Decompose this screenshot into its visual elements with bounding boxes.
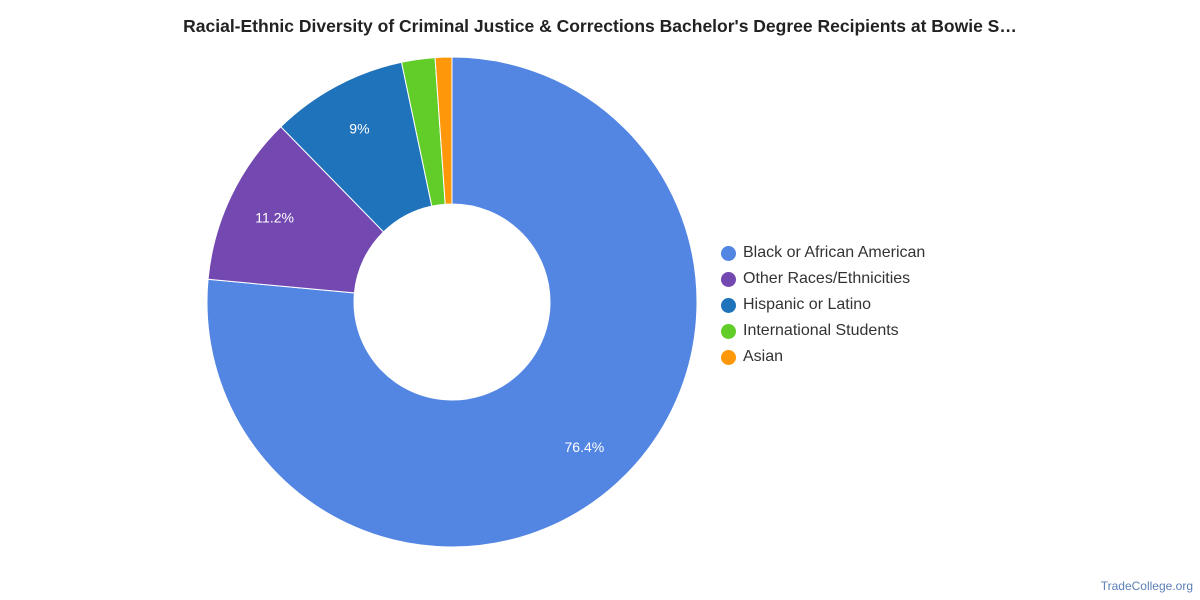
slice-asian[interactable] [434,56,453,205]
slice-black-or-african-american[interactable] [206,56,698,548]
legend-swatch [721,297,736,313]
legend: Black or African American Other Races/Eth… [721,240,925,370]
slice-other-races-ethnicities[interactable] [207,126,385,294]
legend-item[interactable]: Other Races/Ethnicities [721,266,925,292]
legend-label: International Students [743,322,899,339]
legend-label: Asian [743,348,784,365]
legend-swatch [721,323,736,339]
legend-swatch [721,349,736,365]
slice-label: 9% [349,121,369,137]
legend-label: Hispanic or Latino [743,296,872,313]
chart-title: Racial-Ethnic Diversity of Criminal Just… [183,16,1017,36]
donut-slices [206,56,698,548]
legend-label: Black or African American [743,244,926,261]
legend-item[interactable]: Asian [721,344,925,370]
legend-item[interactable]: Black or African American [721,240,925,266]
legend-item[interactable]: International Students [721,318,925,344]
legend-swatch [721,245,736,261]
slice-label: 76.4% [565,439,605,455]
slice-labels: 76.4% 11.2% 9% [255,121,604,456]
legend-item[interactable]: Hispanic or Latino [721,292,925,318]
source-label[interactable]: TradeCollege.org [1100,579,1193,593]
legend-label: Other Races/Ethnicities [743,270,911,287]
slice-label: 11.2% [255,209,294,225]
legend-swatch [721,271,736,287]
